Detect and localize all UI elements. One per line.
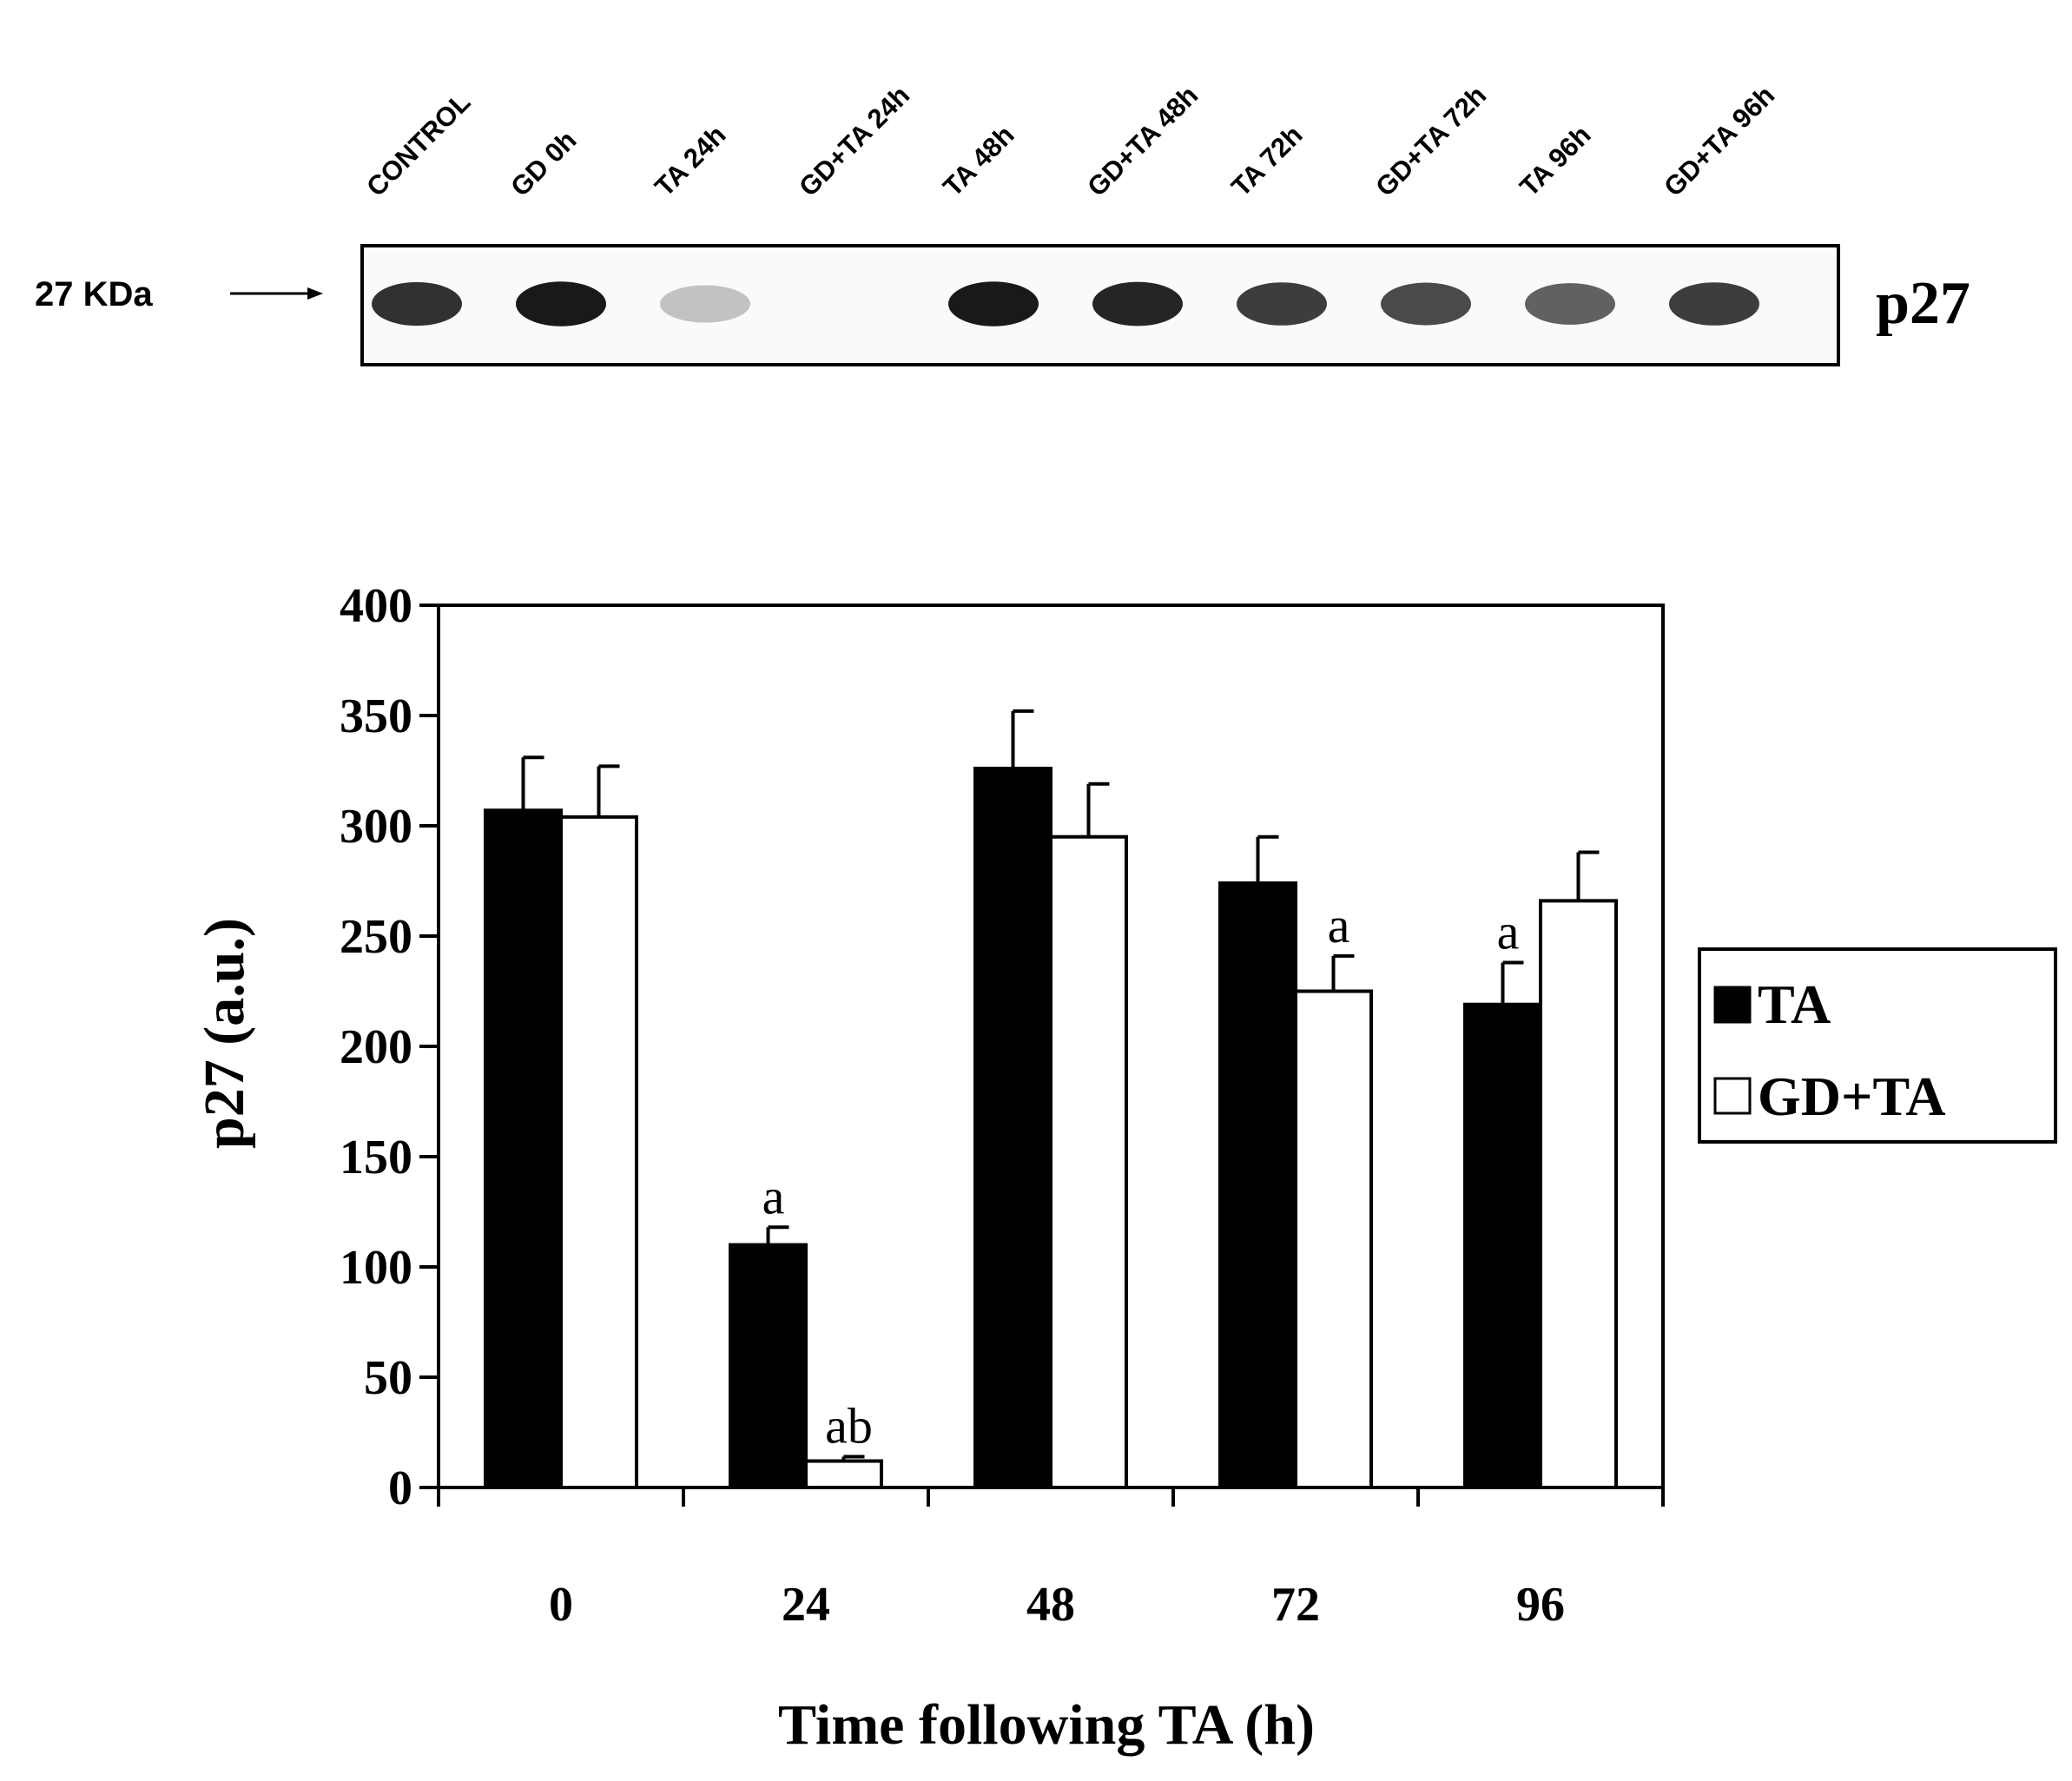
y-tick-label: 400 [340, 579, 412, 633]
legend-swatch-ta [1713, 986, 1752, 1024]
blot-band [948, 281, 1039, 327]
blot-band [1669, 282, 1759, 326]
error-bars [521, 709, 1600, 1461]
blot-band [660, 285, 750, 323]
bar-ta [1463, 1002, 1542, 1489]
significance-label: a [762, 1168, 785, 1224]
error-bar [1331, 953, 1355, 992]
blot-band [1381, 282, 1471, 326]
y-tick-label: 100 [340, 1241, 412, 1295]
lane-label: GD+TA 48h [1081, 80, 1204, 202]
blot-bands [372, 281, 1759, 327]
lane-label: TA 96h [1514, 120, 1596, 202]
blot-band [1525, 283, 1615, 325]
significance-labels: a a ab a [762, 897, 1520, 1454]
legend: TA GD+TA [1698, 947, 2057, 1144]
lane-label: TA 24h [649, 120, 731, 202]
bar-ta [484, 808, 563, 1489]
y-tick-label: 250 [340, 910, 412, 964]
legend-label-ta: TA [1758, 973, 1831, 1035]
x-axis-label: Time following TA (h) [778, 1693, 1315, 1757]
blot-band [1092, 281, 1183, 327]
y-tick-label: 150 [340, 1131, 412, 1184]
y-tick-label: 200 [340, 1020, 412, 1074]
y-tick-label: 300 [340, 800, 412, 854]
error-bar [841, 1454, 865, 1461]
lane-label: CONTROL [360, 87, 476, 202]
y-axis-ticks: 0 50 100 150 200 250 300 350 400 [340, 579, 439, 1515]
lane-labels: CONTROL GD 0h TA 24h GD+TA 24h TA 48h GD+TA 4… [360, 80, 1780, 202]
bar-gd-ta [804, 1459, 883, 1490]
y-tick-label: 50 [364, 1351, 412, 1405]
blot-band [516, 281, 606, 327]
error-bar [1011, 709, 1034, 768]
bar-ta [729, 1243, 808, 1489]
lane-label: GD+TA 72h [1369, 80, 1492, 202]
x-tick-label: 0 [549, 1578, 573, 1632]
legend-swatch-gdta [1713, 1077, 1752, 1115]
legend-label-gdta: GD+TA [1758, 1065, 1946, 1127]
lane-label: GD+TA 24h [793, 80, 915, 202]
x-axis-ticks: 0 24 48 72 96 [437, 1487, 1665, 1632]
bar-ta [973, 766, 1052, 1489]
lane-label: GD 0h [505, 125, 582, 202]
bar-gd-ta [1539, 899, 1618, 1489]
protein-label: p27 [1876, 270, 1970, 337]
lane-label: TA 48h [937, 120, 1020, 202]
bar-chart: a a ab a 0 50 100 150 200 250 300 350 400 0 24 48 72 96… [193, 579, 2057, 1757]
bar-gd-ta [1294, 989, 1373, 1489]
error-bar [1501, 960, 1524, 1005]
y-tick-label: 0 [388, 1461, 412, 1515]
blot-band [1237, 282, 1327, 326]
error-bar [597, 764, 620, 817]
marker-label: 27 KDa [35, 275, 153, 313]
legend-box [1698, 947, 2057, 1144]
marker-arrow [230, 287, 323, 300]
bar-gd-ta [559, 815, 638, 1489]
error-bar [766, 1225, 789, 1245]
significance-label: a [1497, 903, 1520, 960]
x-tick-label: 96 [1516, 1578, 1565, 1632]
western-blot: CONTROL GD 0h TA 24h GD+TA 24h TA 48h GD+TA 4… [35, 80, 1970, 366]
x-tick-label: 48 [1026, 1578, 1075, 1632]
error-bar [1576, 850, 1600, 901]
significance-label: a [1328, 897, 1350, 953]
blot-band [372, 281, 462, 327]
x-tick-label: 24 [782, 1578, 830, 1632]
lane-label: GD+TA 96h [1658, 80, 1780, 202]
bars [484, 766, 1618, 1490]
y-axis-label: p27 (a.u.) [193, 918, 256, 1149]
x-tick-label: 72 [1271, 1578, 1320, 1632]
error-bar [1086, 782, 1110, 837]
bar-gd-ta [1049, 834, 1128, 1489]
significance-label: ab [825, 1397, 873, 1454]
lane-label: TA 72h [1225, 120, 1308, 202]
error-bar [1256, 834, 1279, 884]
bar-ta [1218, 881, 1297, 1489]
error-bar [521, 755, 544, 811]
y-tick-label: 350 [340, 689, 412, 743]
